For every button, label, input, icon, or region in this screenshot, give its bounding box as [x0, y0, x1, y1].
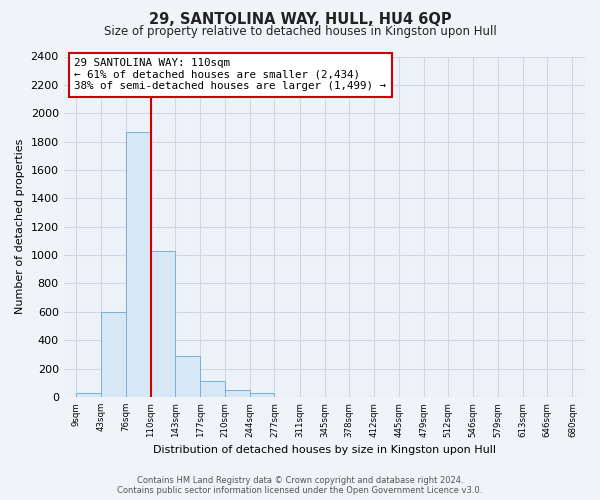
Bar — [126, 132, 151, 397]
X-axis label: Distribution of detached houses by size in Kingston upon Hull: Distribution of detached houses by size … — [153, 445, 496, 455]
Text: 29, SANTOLINA WAY, HULL, HU4 6QP: 29, SANTOLINA WAY, HULL, HU4 6QP — [149, 12, 451, 28]
Text: 29 SANTOLINA WAY: 110sqm
← 61% of detached houses are smaller (2,434)
38% of sem: 29 SANTOLINA WAY: 110sqm ← 61% of detach… — [74, 58, 386, 92]
Text: Contains HM Land Registry data © Crown copyright and database right 2024.
Contai: Contains HM Land Registry data © Crown c… — [118, 476, 482, 495]
Bar — [200, 382, 225, 397]
Bar — [175, 356, 200, 397]
Bar — [250, 394, 274, 397]
Bar — [225, 390, 250, 397]
Bar — [101, 312, 126, 397]
Text: Size of property relative to detached houses in Kingston upon Hull: Size of property relative to detached ho… — [104, 25, 496, 38]
Bar — [76, 394, 101, 397]
Bar — [151, 251, 175, 397]
Y-axis label: Number of detached properties: Number of detached properties — [15, 139, 25, 314]
